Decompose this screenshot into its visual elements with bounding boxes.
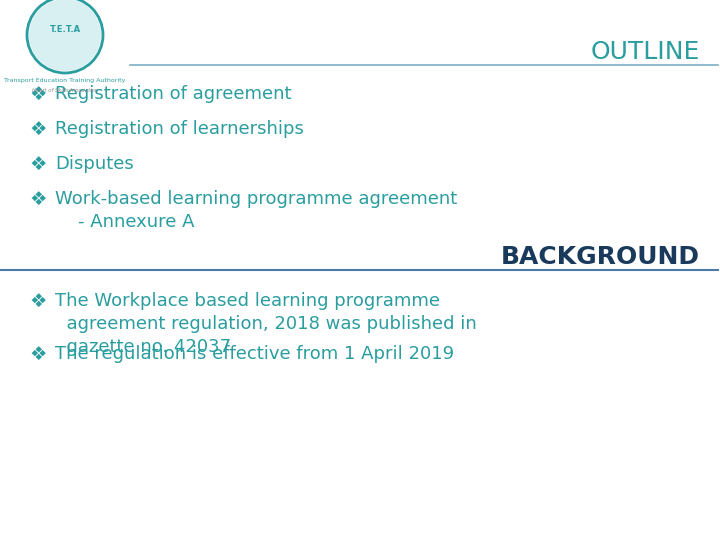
Text: ❖: ❖ xyxy=(30,85,47,104)
Text: ❖: ❖ xyxy=(30,190,47,209)
Text: Heart of Skills Innovation: Heart of Skills Innovation xyxy=(32,88,98,93)
Text: OUTLINE: OUTLINE xyxy=(590,40,700,64)
Text: ❖: ❖ xyxy=(30,155,47,174)
Text: Registration of learnerships: Registration of learnerships xyxy=(55,120,304,138)
Text: ❖: ❖ xyxy=(30,120,47,139)
Circle shape xyxy=(29,0,101,71)
Text: Disputes: Disputes xyxy=(55,155,134,173)
Text: T.E.T.A: T.E.T.A xyxy=(50,25,81,35)
Text: Registration of agreement: Registration of agreement xyxy=(55,85,292,103)
Text: Work-based learning programme agreement
    - Annexure A: Work-based learning programme agreement … xyxy=(55,190,457,231)
Text: The regulation is effective from 1 April 2019: The regulation is effective from 1 April… xyxy=(55,345,454,363)
Text: ❖: ❖ xyxy=(30,292,47,311)
Text: ❖: ❖ xyxy=(30,345,47,364)
Text: Transport Education Training Authority: Transport Education Training Authority xyxy=(4,78,126,83)
Text: The Workplace based learning programme
  agreement regulation, 2018 was publishe: The Workplace based learning programme a… xyxy=(55,292,477,356)
Text: BACKGROUND: BACKGROUND xyxy=(501,245,700,269)
